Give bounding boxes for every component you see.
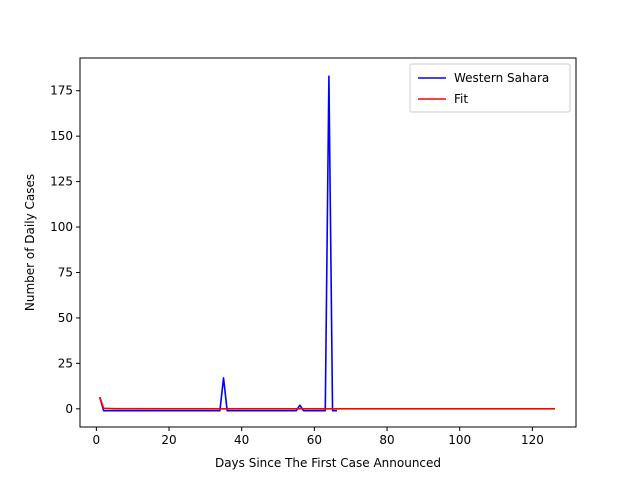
y-tick-label: 0	[65, 402, 73, 416]
series-line-western-sahara	[99, 75, 337, 412]
x-tick-label: 0	[93, 433, 101, 447]
y-tick-label: 125	[50, 175, 73, 189]
y-tick-label: 50	[58, 311, 73, 325]
x-tick-label: 80	[379, 433, 394, 447]
y-tick-label: 75	[58, 265, 73, 279]
legend-entry-label: Fit	[454, 92, 468, 106]
y-tick-label: 25	[58, 356, 73, 370]
y-tick-label: 100	[50, 220, 73, 234]
x-tick-label: 100	[448, 433, 471, 447]
x-tick-label: 20	[161, 433, 176, 447]
series-lines	[98, 75, 556, 412]
y-axis-label: Number of Daily Cases	[23, 174, 37, 311]
x-tick-label: 40	[234, 433, 249, 447]
legend-entry-label: Western Sahara	[454, 71, 549, 85]
y-axis-ticks: 0 25 50 75 100 125 150 175	[50, 84, 80, 416]
x-tick-label: 120	[521, 433, 544, 447]
legend-box	[409, 63, 571, 113]
series-line-fit	[98, 396, 556, 410]
y-tick-label: 150	[50, 129, 73, 143]
legend: Western Sahara Fit	[409, 63, 571, 113]
x-axis-ticks: 0 20 40 60 80 100 120	[93, 427, 544, 447]
axes-frame	[79, 57, 577, 428]
y-tick-label: 175	[50, 84, 73, 98]
x-tick-label: 60	[307, 433, 322, 447]
x-axis-label: Days Since The First Case Announced	[215, 456, 441, 470]
